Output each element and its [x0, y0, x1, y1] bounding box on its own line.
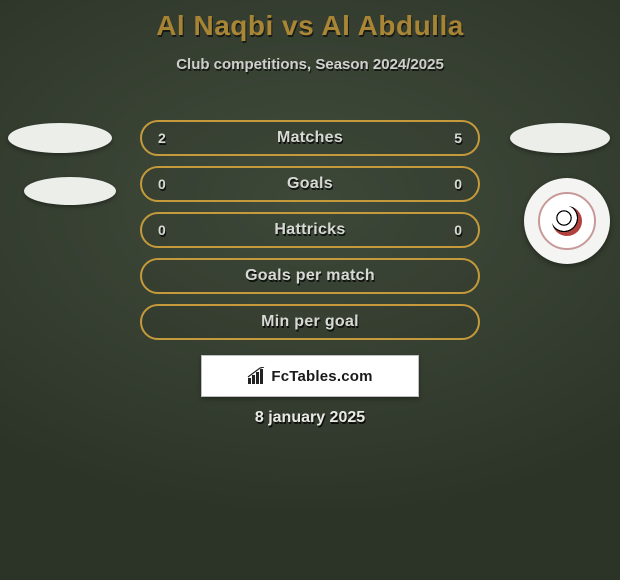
page-title: Al Naqbi vs Al Abdulla — [0, 0, 620, 42]
stat-row-matches: 2 Matches 5 — [140, 120, 480, 156]
stat-right-value: 5 — [454, 130, 462, 146]
brand-link[interactable]: FcTables.com — [201, 355, 419, 397]
stat-label: Min per goal — [261, 313, 359, 331]
left-player-badge-2 — [24, 177, 116, 205]
stat-left-value: 2 — [158, 130, 166, 146]
stats-table: 2 Matches 5 0 Goals 0 0 Hattricks 0 Goal… — [140, 120, 480, 340]
stat-row-hattricks: 0 Hattricks 0 — [140, 212, 480, 248]
stat-row-min-per-goal: Min per goal — [140, 304, 480, 340]
stat-row-goals-per-match: Goals per match — [140, 258, 480, 294]
subtitle: Club competitions, Season 2024/2025 — [0, 56, 620, 73]
right-club-crest — [524, 178, 610, 264]
stat-right-value: 0 — [454, 176, 462, 192]
stat-left-value: 0 — [158, 176, 166, 192]
brand-chart-icon — [247, 367, 265, 385]
left-player-badge-1 — [8, 123, 112, 153]
stat-label: Matches — [277, 129, 343, 147]
stat-right-value: 0 — [454, 222, 462, 238]
stat-label: Goals per match — [245, 267, 375, 285]
stat-label: Goals — [287, 175, 333, 193]
stat-row-goals: 0 Goals 0 — [140, 166, 480, 202]
date-label: 8 january 2025 — [255, 409, 365, 427]
right-player-badge-1 — [510, 123, 610, 153]
brand-text: FcTables.com — [271, 368, 372, 385]
stat-label: Hattricks — [274, 221, 345, 239]
stat-left-value: 0 — [158, 222, 166, 238]
crest-icon — [526, 180, 608, 262]
